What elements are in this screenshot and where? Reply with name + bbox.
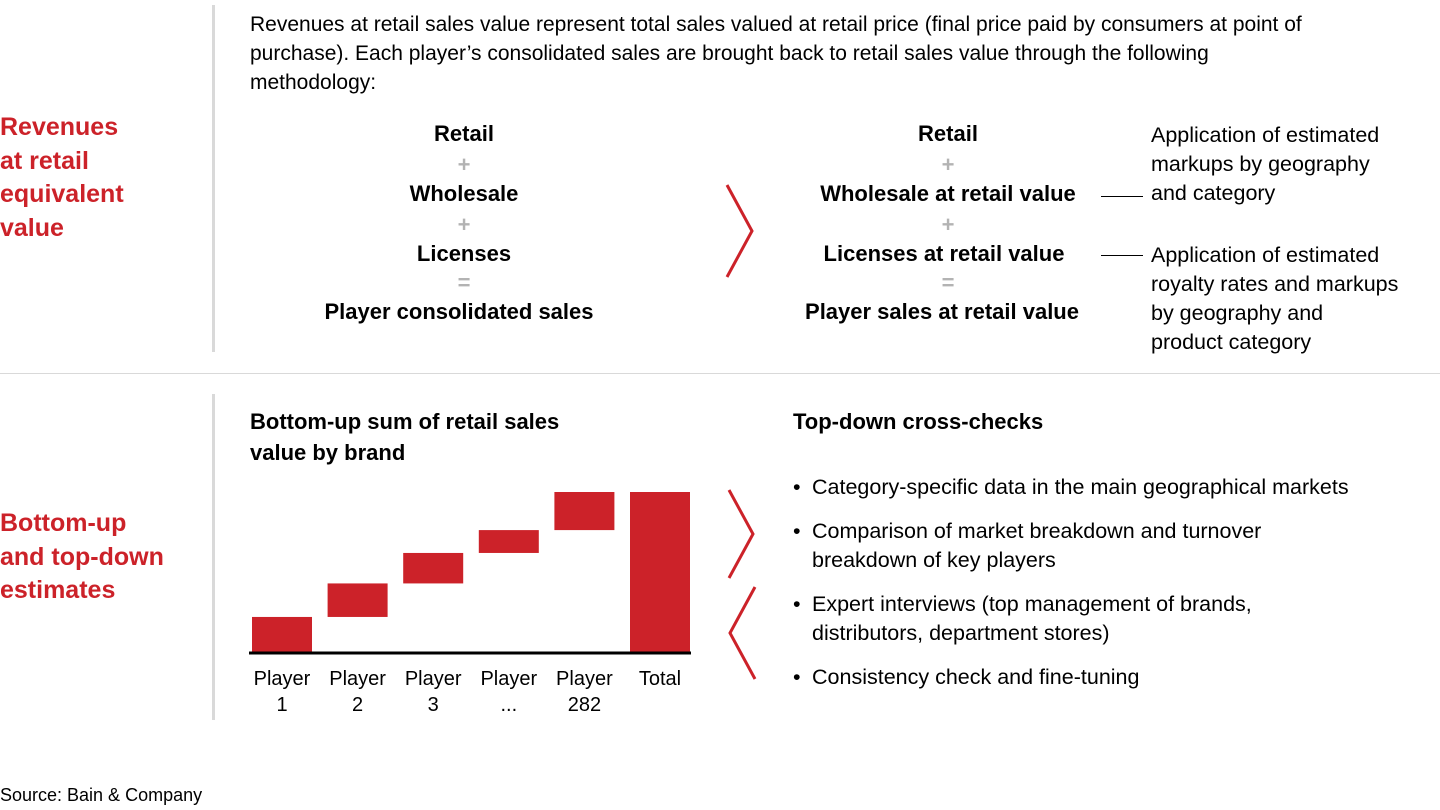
bottom-up-title: Bottom-up sum of retail sales value by b… bbox=[250, 409, 560, 465]
x-tick-label: Player 2 bbox=[329, 668, 386, 716]
x-tick-label: Total bbox=[639, 668, 681, 690]
chevron-right-icon bbox=[727, 489, 755, 579]
list-item: Category-specific data in the main geogr… bbox=[793, 473, 1433, 502]
section-divider bbox=[0, 373, 1440, 374]
formula-term-wholesale: Wholesale bbox=[409, 181, 519, 206]
source-note: Source: Bain & Company bbox=[0, 785, 203, 805]
waterfall-bar-4 bbox=[478, 530, 539, 553]
note-connector-line bbox=[1101, 255, 1143, 256]
x-tick-label: Player 282 bbox=[556, 668, 613, 716]
waterfall-bar-6 bbox=[630, 492, 690, 652]
x-tick-label: Player 1 bbox=[254, 668, 311, 716]
x-tick-label: Player 3 bbox=[405, 668, 462, 716]
waterfall-chart: Player 1 Player 2 Player 3 Player ... Player 282 T… bbox=[249, 492, 691, 716]
section2-divider bbox=[212, 394, 215, 720]
section-label-estimates: Bottom-up and top-down estimates bbox=[0, 509, 164, 604]
top-down-title: Top-down cross-checks bbox=[793, 409, 1044, 434]
cross-check-list: Category-specific data in the main geogr… bbox=[793, 473, 1433, 707]
note-royalty-rates: Application of estimated royalty rates a… bbox=[1151, 243, 1399, 354]
waterfall-bar-1 bbox=[252, 616, 312, 652]
chevron-left-icon bbox=[728, 586, 757, 680]
waterfall-bar-5 bbox=[554, 492, 615, 531]
waterfall-bar-3 bbox=[403, 552, 464, 584]
formula-term-consolidated-sales: Player consolidated sales bbox=[324, 299, 594, 324]
list-item: Expert interviews (top management of bra… bbox=[793, 590, 1433, 648]
formula-term-retail: Retail bbox=[918, 121, 978, 146]
intro-paragraph: Revenues at retail sales value represent… bbox=[250, 13, 1302, 94]
list-item: Comparison of market breakdown and turno… bbox=[793, 517, 1433, 575]
chevron-right-icon bbox=[725, 184, 754, 278]
formula-term-wholesale-retail-value: Wholesale at retail value bbox=[820, 181, 1076, 206]
formula-op-plus: + bbox=[457, 212, 471, 237]
formula-term-retail: Retail bbox=[434, 121, 494, 146]
note-markups: Application of estimated markups by geog… bbox=[1151, 123, 1380, 205]
formula-term-player-sales-retail-value: Player sales at retail value bbox=[805, 299, 1079, 324]
x-tick-label: Player... bbox=[480, 668, 537, 716]
formula-op-equals: = bbox=[941, 270, 955, 295]
formula-term-licenses-retail-value: Licenses at retail value bbox=[823, 241, 1065, 266]
formula-op-equals: = bbox=[457, 270, 471, 295]
list-item: Consistency check and fine-tuning bbox=[793, 663, 1433, 692]
section-label-retail-value: Revenues at retail equivalent value bbox=[0, 113, 124, 242]
formula-op-plus: + bbox=[941, 212, 955, 237]
formula-op-plus: + bbox=[941, 152, 955, 177]
formula-term-licenses: Licenses bbox=[416, 241, 512, 266]
formula-op-plus: + bbox=[457, 152, 471, 177]
section1-divider bbox=[212, 5, 215, 352]
note-connector-line bbox=[1101, 196, 1143, 197]
waterfall-bar-2 bbox=[327, 583, 388, 617]
